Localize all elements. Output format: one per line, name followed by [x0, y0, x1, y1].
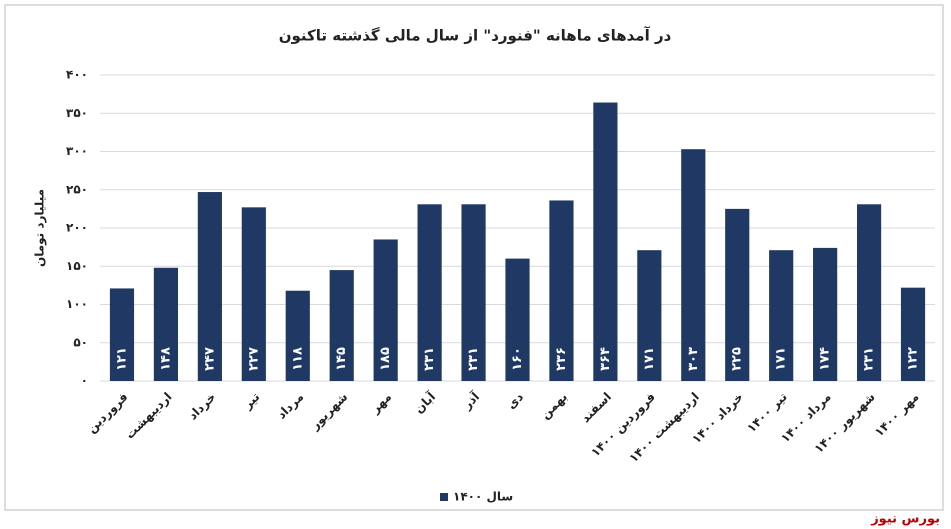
bar	[197, 192, 222, 381]
bar	[725, 208, 750, 381]
value-label: ۱۲۲	[906, 347, 921, 371]
bar	[593, 102, 618, 381]
y-tick-label: ۵۰	[73, 335, 88, 349]
value-label: ۱۲۱	[114, 347, 129, 371]
y-tick-label: ۱۰۰	[66, 297, 88, 311]
y-tick-label: ۰	[81, 374, 88, 388]
bar	[549, 200, 574, 381]
value-label: ۱۴۸	[158, 347, 173, 371]
value-label: ۲۴۷	[202, 347, 217, 371]
legend-swatch	[440, 493, 448, 501]
y-tick-label: ۲۵۰	[66, 182, 88, 196]
bar	[373, 239, 398, 381]
value-label: ۱۴۵	[334, 347, 349, 371]
value-label: ۳۶۴	[598, 347, 613, 371]
y-tick-label: ۱۵۰	[66, 259, 88, 273]
legend-label: سال ۱۴۰۰	[453, 490, 513, 504]
y-tick-label: ۳۰۰	[66, 144, 88, 158]
source: بورس نیوز	[870, 512, 940, 527]
value-label: ۲۳۱	[466, 347, 481, 371]
value-label: ۱۷۱	[774, 347, 789, 371]
bar	[637, 250, 662, 381]
bar	[153, 267, 179, 381]
value-label: ۱۷۱	[642, 347, 657, 371]
bar	[285, 290, 310, 381]
bar	[417, 204, 442, 381]
bar	[505, 258, 530, 381]
bar	[461, 204, 486, 381]
value-label: ۳۰۳	[686, 347, 701, 371]
chart-title: در آمدهای ماهانه "فنورد" از سال مالی گذش…	[279, 27, 672, 45]
value-label: ۲۳۱	[422, 347, 437, 371]
bar	[769, 250, 794, 381]
value-label: ۲۲۷	[246, 347, 261, 371]
y-tick-label: ۳۵۰	[66, 106, 88, 120]
value-label: ۲۳۶	[554, 347, 569, 371]
bar	[681, 149, 706, 381]
value-label: ۲۳۱	[862, 347, 877, 371]
bar	[241, 207, 266, 381]
bar	[900, 287, 926, 381]
y-tick-label: ۲۰۰	[66, 221, 88, 235]
bar	[329, 270, 354, 381]
bar	[109, 288, 135, 381]
y-axis-label: میلیارد تومان	[33, 189, 48, 267]
bar	[813, 247, 838, 381]
y-tick-label: ۴۰۰	[66, 68, 88, 82]
bar	[856, 204, 882, 381]
value-label: ۱۷۴	[818, 347, 833, 371]
value-label: ۲۲۵	[730, 347, 745, 371]
value-label: ۱۱۸	[290, 347, 305, 371]
value-label: ۱۶۰	[510, 347, 525, 371]
value-label: ۱۸۵	[378, 347, 393, 371]
